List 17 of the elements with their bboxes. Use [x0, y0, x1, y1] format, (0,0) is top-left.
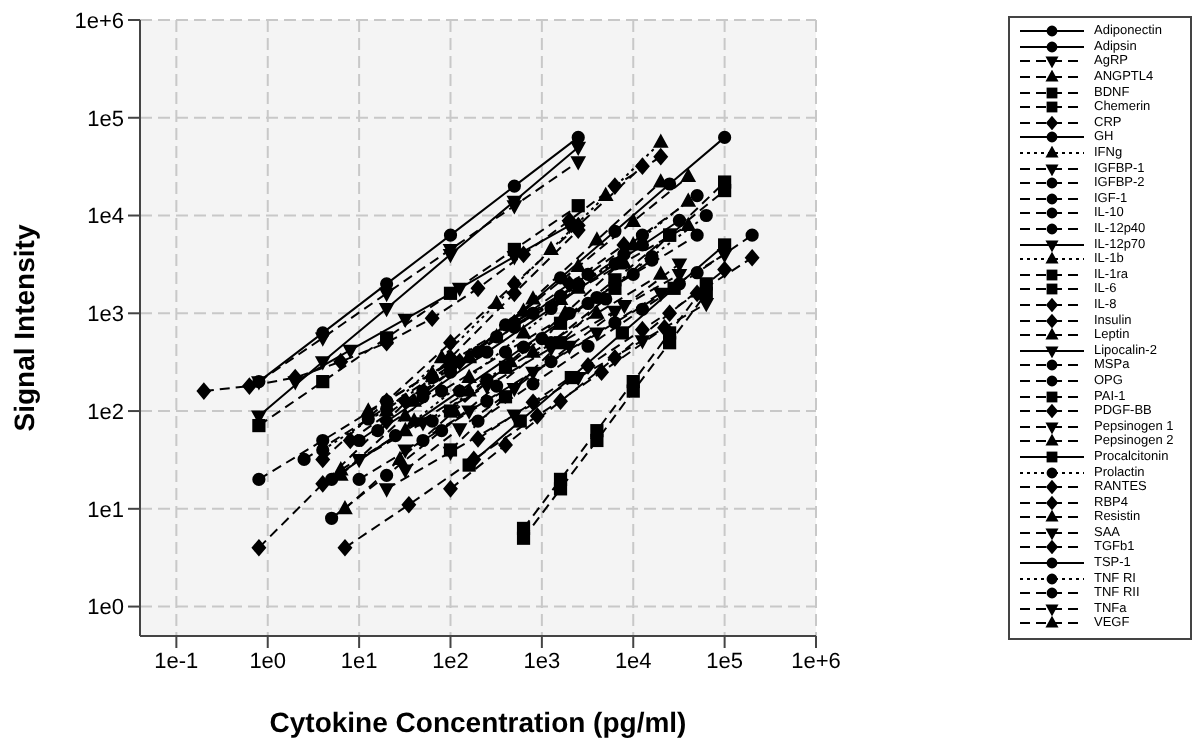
y-axis-title: Signal Intensity — [7, 224, 40, 432]
y-tick-label: 1e4 — [87, 205, 124, 230]
y-tick-label: 1e1 — [87, 498, 124, 523]
x-tick-label: 1e+6 — [791, 649, 841, 674]
x-tick-label: 1e5 — [706, 649, 743, 674]
x-tick-label: 1e-1 — [154, 649, 199, 674]
y-tick-label: 1e0 — [87, 596, 124, 621]
y-tick-label: 1e5 — [87, 107, 124, 132]
y-tick-label: 1e2 — [87, 400, 124, 425]
x-axis-title: Cytokine Concentration (pg/ml) — [269, 706, 687, 738]
x-tick-label: 1e2 — [432, 649, 469, 674]
x-tick-label: 1e1 — [340, 649, 378, 674]
x-tick-label: 1e4 — [614, 649, 652, 674]
x-tick-label: 1e3 — [523, 649, 561, 674]
y-tick-label: 1e+6 — [74, 9, 124, 34]
x-tick-label: 1e0 — [249, 649, 287, 674]
y-tick-label: 1e3 — [87, 303, 124, 328]
